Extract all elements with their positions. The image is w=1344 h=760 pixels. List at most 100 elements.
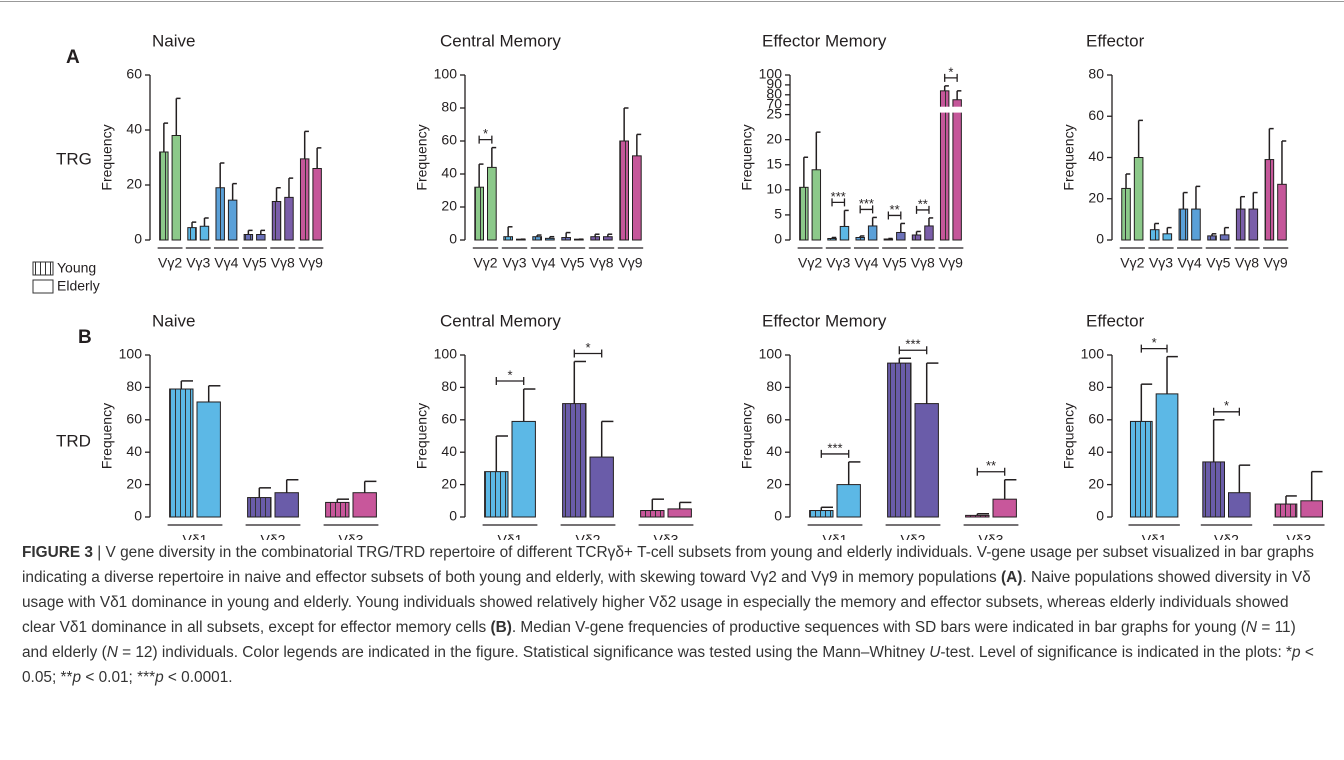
x-tick-label: Vγ3 xyxy=(502,255,526,271)
x-tick-label: Vγ5 xyxy=(883,255,907,271)
bar xyxy=(924,225,934,241)
significance-bracket xyxy=(573,349,603,358)
x-tick-label: Vγ9 xyxy=(618,255,642,271)
y-tick-label: 100 xyxy=(434,346,458,362)
x-tick-label: Vγ9 xyxy=(939,255,963,271)
y-tick-label: 80 xyxy=(1088,378,1104,394)
y-tick-label: 40 xyxy=(126,121,142,137)
y-tick-label: 20 xyxy=(126,176,142,192)
chart-title: Central Memory xyxy=(440,31,561,50)
y-tick-label: 15 xyxy=(766,155,782,171)
bar xyxy=(887,362,912,518)
x-tick-label: Vδ2 xyxy=(576,532,601,540)
y-tick-label: 0 xyxy=(449,231,457,247)
bar xyxy=(562,403,587,518)
significance-bracket xyxy=(831,198,846,207)
caption-run: (B) xyxy=(490,619,512,636)
y-tick-label: 40 xyxy=(1088,148,1104,164)
y-tick-label: 0 xyxy=(1096,508,1104,524)
bar xyxy=(516,238,526,241)
x-tick-label: Vγ8 xyxy=(589,255,613,271)
bar xyxy=(1149,229,1160,241)
caption-run: < 0.05; ** xyxy=(22,644,1314,686)
bar xyxy=(911,234,922,241)
bar xyxy=(809,510,834,518)
y-tick-label: 100 xyxy=(119,346,143,362)
bar xyxy=(632,155,642,241)
legend-swatch xyxy=(32,279,54,294)
significance-bracket xyxy=(820,449,850,458)
x-tick-label: Vγ5 xyxy=(560,255,584,271)
caption-run: -test. Level of significance is indicate… xyxy=(940,644,1293,661)
x-tick-label: Vδ2 xyxy=(261,532,286,540)
caption-run: . Median V-gene frequencies of productiv… xyxy=(511,619,1246,636)
bar xyxy=(532,236,542,241)
significance-label: * xyxy=(585,340,590,355)
bar xyxy=(867,225,878,241)
chart-title: Effector xyxy=(1086,311,1145,330)
x-tick-label: Vγ5 xyxy=(1206,255,1230,271)
y-tick-label: 0 xyxy=(774,231,782,247)
figure: A B TRG TRD Young Elderly Naive Frequency… xyxy=(0,1,1344,540)
y-tick-label: 20 xyxy=(441,475,457,491)
bar xyxy=(325,501,350,518)
significance-label: *** xyxy=(831,189,846,204)
bar xyxy=(1155,393,1179,518)
bar xyxy=(284,196,294,241)
bar xyxy=(603,236,613,241)
caption-run: U xyxy=(929,644,941,661)
bar xyxy=(1248,208,1259,241)
x-tick-label: Vγ8 xyxy=(1235,255,1259,271)
bar xyxy=(215,187,225,241)
bar xyxy=(352,492,377,518)
y-axis-label: Frequency xyxy=(414,403,430,469)
y-tick-label: 20 xyxy=(126,475,142,491)
y-tick-label: 20 xyxy=(1088,189,1104,205)
y-tick-label: 0 xyxy=(1096,231,1104,247)
legend-swatch xyxy=(32,261,54,276)
bar xyxy=(811,169,822,241)
x-tick-label: Vδ3 xyxy=(979,532,1004,540)
bar xyxy=(274,492,299,518)
x-tick-label: Vγ2 xyxy=(798,255,822,271)
y-tick-label: 20 xyxy=(1088,475,1104,491)
x-tick-label: Vγ3 xyxy=(186,255,210,271)
bar xyxy=(896,231,906,241)
bar xyxy=(487,166,497,241)
x-tick-label: Vγ2 xyxy=(158,255,182,271)
x-tick-label: Vγ4 xyxy=(214,255,238,271)
x-tick-label: Vγ3 xyxy=(826,255,850,271)
y-tick-label: 70 xyxy=(766,95,782,111)
y-tick-label: 60 xyxy=(441,411,457,427)
significance-label: * xyxy=(483,126,488,141)
y-axis-label: Frequency xyxy=(99,403,115,469)
x-tick-label: Vγ4 xyxy=(854,255,878,271)
x-tick-label: Vδ1 xyxy=(498,532,523,540)
y-tick-label: 60 xyxy=(766,411,782,427)
caption-run: < 0.01; *** xyxy=(81,669,156,686)
y-tick-label: 5 xyxy=(774,206,782,222)
x-tick-label: Vγ2 xyxy=(473,255,497,271)
bar xyxy=(1277,183,1287,241)
bar xyxy=(589,456,614,518)
bar xyxy=(1219,234,1230,241)
caption-run: p xyxy=(1292,644,1301,661)
bar xyxy=(1228,492,1251,518)
significance-label: * xyxy=(948,64,953,79)
x-tick-label: Vδ1 xyxy=(1142,532,1167,540)
bar xyxy=(474,186,484,241)
x-tick-label: Vγ4 xyxy=(531,255,555,271)
y-tick-label: 80 xyxy=(441,99,457,115)
y-tick-label: 25 xyxy=(766,105,782,121)
y-tick-label: 60 xyxy=(1088,411,1104,427)
bar xyxy=(1235,208,1246,241)
caption-run: p xyxy=(155,669,164,686)
bar xyxy=(1162,233,1173,241)
significance-label: *** xyxy=(859,196,874,211)
bar xyxy=(243,234,254,241)
bar xyxy=(640,510,665,518)
y-tick-label: 100 xyxy=(759,66,783,82)
bar xyxy=(667,508,692,518)
chart-title: Effector Memory xyxy=(762,311,887,330)
bar xyxy=(271,201,282,241)
